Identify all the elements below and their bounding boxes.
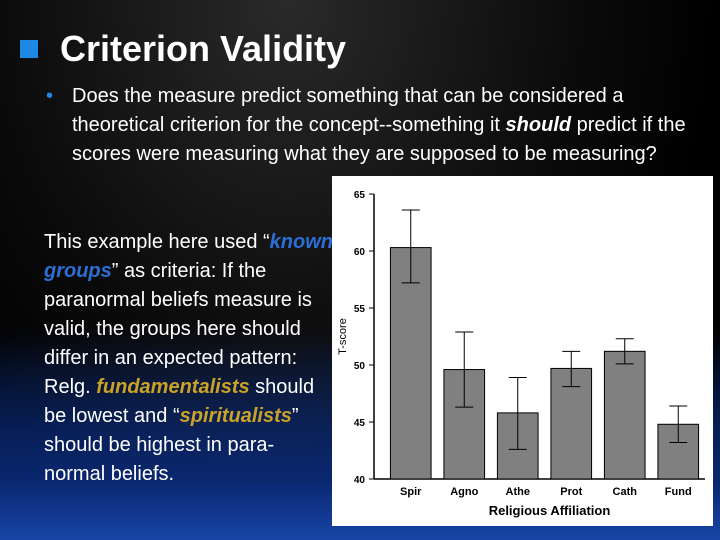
y-tick-label: 40 (354, 475, 366, 486)
bullet-text-part2: predict if the scores were measuring wha… (72, 114, 686, 165)
x-axis-label: Religious Affiliation (489, 503, 611, 518)
y-tick-label: 50 (354, 361, 366, 372)
example-paragraph: This example here used “known groups” as… (44, 228, 334, 489)
known-groups-emphasis: known groups (44, 231, 334, 282)
example-text-b: ” as criteria: If the paranormal beliefs… (44, 260, 312, 398)
bullet-text: Does the measure predict something that … (72, 82, 706, 169)
example-text-d: ” should be highest in para-normal belie… (44, 405, 299, 485)
bar-chart: 40 45 50 55 60 65 T-score Spir Agno Athe Prot Cath F… (337, 190, 705, 518)
spiritualists-emphasis: spiritualists (179, 405, 292, 427)
y-tick-label: 45 (354, 418, 366, 429)
fundamentalists-emphasis: fundamentalists (96, 376, 250, 398)
bar (389, 247, 432, 480)
x-tick-label: Cath (613, 486, 638, 498)
y-axis-label: T-score (337, 318, 349, 355)
chart-panel: 40 45 50 55 60 65 T-score Spir Agno Athe Prot Cath F… (332, 176, 713, 526)
x-tick-label: Spir (400, 486, 422, 498)
slide-title: Criterion Validity (60, 28, 347, 69)
y-tick-label: 55 (354, 304, 366, 315)
bullet-paragraph: • Does the measure predict something tha… (46, 82, 706, 169)
bullet-dot-icon: • (46, 85, 54, 107)
x-tick-label: Fund (665, 486, 692, 498)
x-tick-label: Prot (560, 486, 582, 498)
bullet-emphasis: should (505, 114, 572, 136)
y-tick-label: 60 (354, 247, 366, 258)
x-tick-label: Agno (450, 486, 478, 498)
title-square-icon (20, 40, 38, 58)
example-text-c: should be lowest and “ (44, 376, 315, 427)
x-tick-label: Athe (506, 486, 530, 498)
y-tick-label: 65 (354, 190, 366, 201)
bullet-text-part1: Does the measure predict something that … (72, 85, 624, 136)
example-text-a: This example here used “ (44, 231, 270, 253)
title-row: Criterion Validity (20, 28, 346, 70)
bar (603, 350, 646, 480)
